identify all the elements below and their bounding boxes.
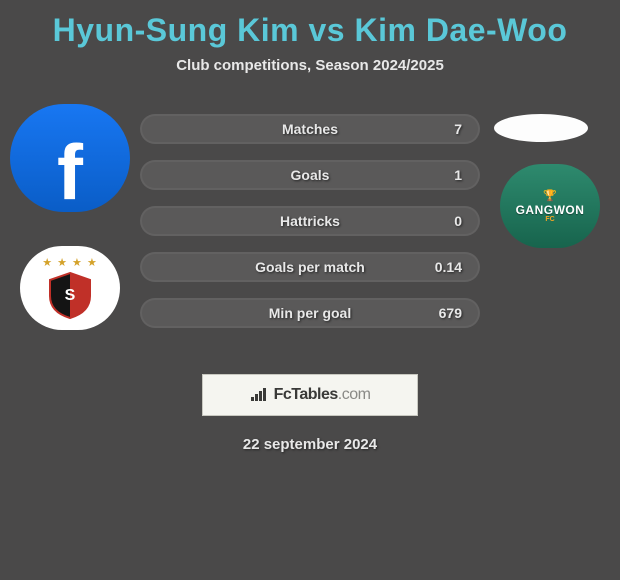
stat-row: Goals 1 <box>140 160 480 190</box>
stat-value: 7 <box>454 121 462 137</box>
comparison-title: Hyun-Sung Kim vs Kim Dae-Woo <box>0 0 620 49</box>
svg-text:S: S <box>65 287 76 304</box>
stat-value: 1 <box>454 167 462 183</box>
fctables-attribution[interactable]: FcTables.com <box>202 374 418 416</box>
stat-label: Matches <box>282 121 338 137</box>
gangwon-fc-badge: 🏆 GANGWON FC <box>500 164 600 248</box>
trophy-icon: 🏆 <box>543 189 557 202</box>
facebook-avatar-icon: f <box>10 104 130 212</box>
facebook-f-glyph: f <box>57 127 83 213</box>
stat-row: Matches 7 <box>140 114 480 144</box>
stat-bars: Matches 7 Goals 1 Hattricks 0 Goals per … <box>140 114 480 344</box>
stat-label: Min per goal <box>269 305 351 321</box>
comparison-subtitle: Club competitions, Season 2024/2025 <box>0 57 620 74</box>
stat-row: Goals per match 0.14 <box>140 252 480 282</box>
stat-value: 0 <box>454 213 462 229</box>
date-label: 22 september 2024 <box>0 436 620 453</box>
stat-label: Goals per match <box>255 259 365 275</box>
stat-value: 0.14 <box>435 259 462 275</box>
pohang-steelers-badge: ★ ★ ★ ★ S <box>20 246 120 330</box>
stat-row: Min per goal 679 <box>140 298 480 328</box>
gangwon-label: GANGWON <box>516 203 585 217</box>
stat-label: Hattricks <box>280 213 340 229</box>
bar-chart-icon <box>250 388 268 402</box>
steelers-shield-icon: S <box>45 270 95 320</box>
stars-icon: ★ ★ ★ ★ <box>42 256 98 269</box>
stats-area: f ★ ★ ★ ★ S 🏆 GANGWON FC Matches 7 Goals… <box>0 114 620 374</box>
fctables-logo-text: FcTables.com <box>274 386 371 404</box>
blank-ellipse-icon <box>494 114 588 142</box>
stat-label: Goals <box>291 167 330 183</box>
gangwon-fc-label: FC <box>545 216 554 223</box>
stat-row: Hattricks 0 <box>140 206 480 236</box>
stat-value: 679 <box>439 305 462 321</box>
